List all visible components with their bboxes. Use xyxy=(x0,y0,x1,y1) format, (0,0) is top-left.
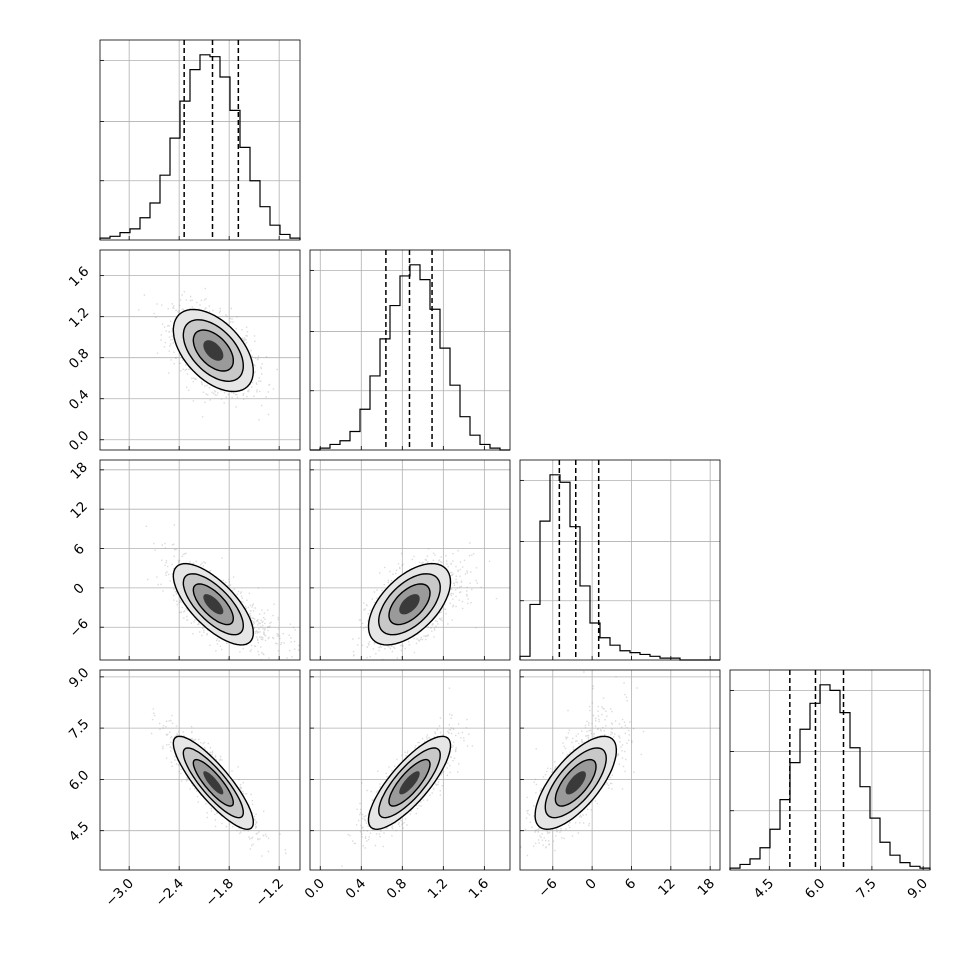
panel-content xyxy=(520,670,720,870)
contour-line xyxy=(367,735,452,831)
x-tick-label: −1.2 xyxy=(253,876,287,910)
contour-line xyxy=(172,308,255,393)
density-fill xyxy=(203,340,224,361)
histogram-frame xyxy=(309,249,511,451)
contour-line xyxy=(172,735,255,831)
scatter-panel-1-2 xyxy=(309,459,511,661)
contour-line xyxy=(388,583,431,626)
density-fill xyxy=(399,594,420,615)
x-tick-label: 1.2 xyxy=(425,876,452,903)
contour-line xyxy=(182,573,245,636)
scatter-frame xyxy=(309,459,511,661)
sample-points xyxy=(520,671,645,857)
y-tick-label: 0.4 xyxy=(66,387,93,414)
scatter-panel-0-3 xyxy=(99,669,301,871)
y-tick-label: 1.6 xyxy=(66,264,93,291)
x-tick-label: −3.0 xyxy=(103,876,137,910)
x-tick-label: 0 xyxy=(583,876,600,893)
scatter-frame xyxy=(99,249,301,451)
x-tick-label: 0.4 xyxy=(343,876,370,903)
contour-line xyxy=(182,319,245,383)
contour-line xyxy=(192,758,235,807)
y-tick-label: 9.0 xyxy=(66,665,93,692)
y-tick-label: 7.5 xyxy=(66,716,93,743)
contour-line xyxy=(367,562,452,646)
contour-line xyxy=(182,747,245,819)
histogram-steps xyxy=(519,474,720,661)
y-tick-label: 6 xyxy=(70,541,87,558)
histogram-panel-0 xyxy=(99,39,301,241)
histogram-steps xyxy=(729,684,931,870)
x-tick-label: 12 xyxy=(655,876,678,899)
x-tick-label: 9.0 xyxy=(904,876,931,903)
y-tick-label: 12 xyxy=(67,499,90,522)
contour-line xyxy=(172,562,255,646)
x-tick-label: 0.8 xyxy=(384,876,411,903)
density-fill xyxy=(565,771,586,795)
scatter-panel-2-3 xyxy=(519,669,721,871)
scatter-panel-1-3 xyxy=(309,669,511,871)
y-tick-label: 6.0 xyxy=(66,767,93,794)
x-tick-label: −1.8 xyxy=(203,876,237,910)
contour-line xyxy=(534,735,617,831)
density-fill xyxy=(399,771,420,795)
x-tick-label: 7.5 xyxy=(853,876,880,903)
y-tick-label: 0.8 xyxy=(66,346,93,373)
histogram-steps xyxy=(99,54,301,240)
scatter-frame xyxy=(99,669,301,871)
panel-content xyxy=(310,670,510,870)
y-tick-label: 0.0 xyxy=(66,428,93,455)
y-tick-label: −6 xyxy=(66,616,91,641)
panel-content xyxy=(100,670,300,870)
scatter-frame xyxy=(309,669,511,871)
contour-line xyxy=(554,758,597,807)
density-fill xyxy=(203,594,224,615)
contour-line xyxy=(192,329,234,372)
x-tick-label: −6 xyxy=(535,876,560,901)
contour-line xyxy=(377,573,441,636)
histogram-panel-3 xyxy=(729,669,931,871)
histogram-frame xyxy=(729,669,931,871)
y-tick-label: 18 xyxy=(67,459,90,482)
contour-line xyxy=(192,583,235,626)
x-tick-label: 18 xyxy=(695,876,718,899)
y-tick-label: 4.5 xyxy=(66,819,93,846)
x-tick-label: 6 xyxy=(622,876,639,893)
sample-points xyxy=(145,524,300,660)
histogram-frame xyxy=(99,39,301,241)
y-tick-label: 0 xyxy=(70,580,87,597)
scatter-frame xyxy=(99,459,301,661)
x-tick-label: 4.5 xyxy=(751,876,778,903)
x-tick-label: 6.0 xyxy=(802,876,829,903)
histogram-panel-2 xyxy=(519,459,721,661)
contour-line xyxy=(378,747,441,819)
x-tick-label: −2.4 xyxy=(153,876,187,910)
x-tick-label: 1.6 xyxy=(466,876,493,903)
histogram-panel-1 xyxy=(309,249,511,451)
contour-line xyxy=(544,747,607,819)
scatter-panel-0-2 xyxy=(99,459,301,661)
x-tick-label: 0.0 xyxy=(302,876,329,903)
y-tick-label: 1.2 xyxy=(66,305,93,332)
histogram-frame xyxy=(519,459,721,661)
density-fill xyxy=(203,771,224,795)
panel-content xyxy=(100,250,300,450)
scatter-frame xyxy=(519,669,721,871)
scatter-panel-0-1 xyxy=(99,249,301,451)
contour-line xyxy=(388,758,431,807)
panel-content xyxy=(310,460,510,660)
panel-content xyxy=(100,460,300,660)
